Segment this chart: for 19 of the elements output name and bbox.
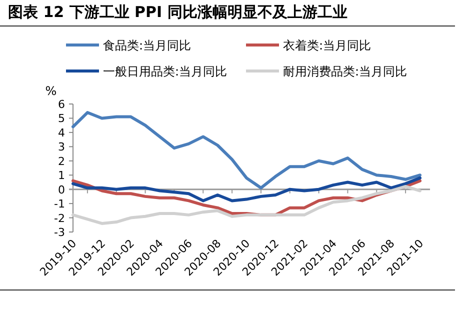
legend-label: 衣着类:当月同比	[283, 38, 372, 52]
legend-label: 一般日用品类:当月同比	[103, 64, 228, 78]
y-axis-title: %	[45, 84, 57, 98]
legend-label: 食品类:当月同比	[103, 38, 192, 52]
y-tick-label: -1	[54, 198, 65, 211]
line-series	[72, 176, 422, 202]
y-tick-label: 5	[58, 112, 65, 126]
y-tick-label: -3	[54, 226, 65, 239]
y-tick-label: 2	[58, 154, 65, 168]
legend-label: 耐用消费品类:当月同比	[283, 64, 408, 78]
y-tick-label: 1	[58, 169, 65, 182]
line-series	[72, 111, 422, 190]
y-tick-label: 6	[58, 98, 65, 111]
y-tick-label: 3	[58, 140, 65, 154]
y-tick-label: -2	[54, 212, 65, 225]
y-tick-label: 0	[58, 183, 65, 196]
chart-title: 图表 12 下游工业 PPI 同比涨幅明显不及上游工业	[8, 3, 348, 21]
y-tick-label: 4	[58, 126, 65, 140]
line-series	[72, 184, 422, 225]
